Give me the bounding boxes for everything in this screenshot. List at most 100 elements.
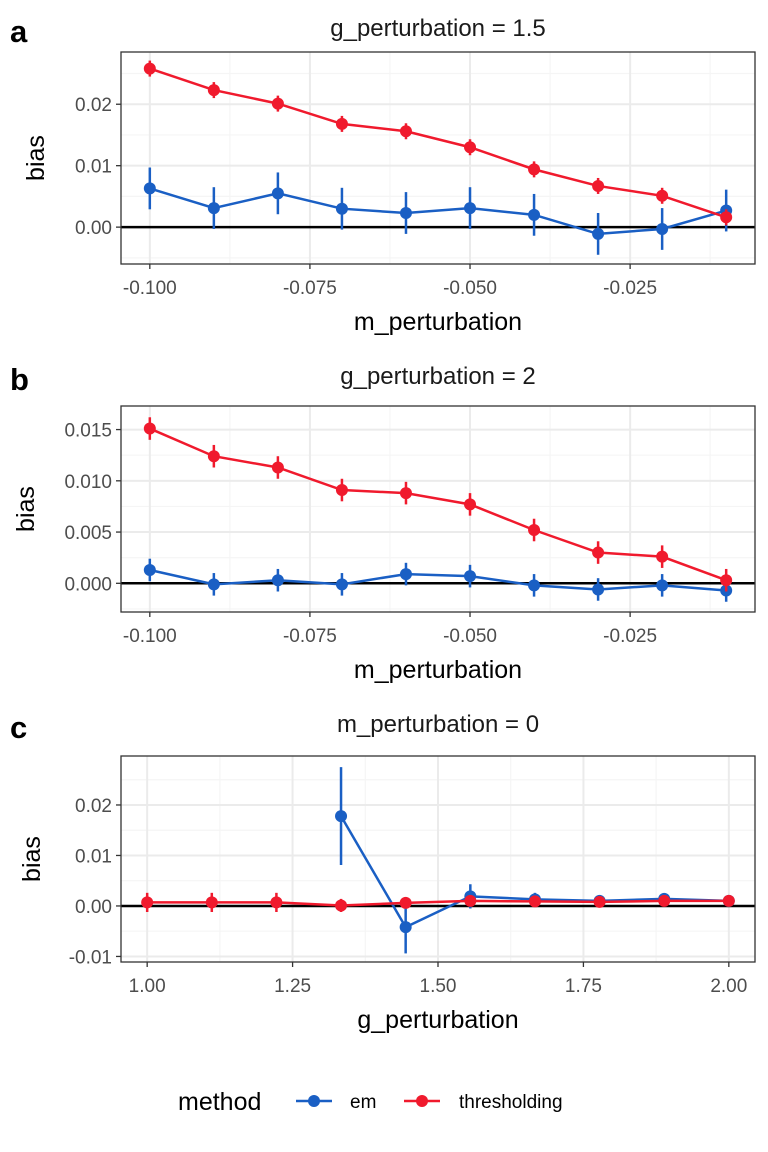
data-point-thresholding xyxy=(464,141,477,154)
x-tick-label: -0.075 xyxy=(283,626,337,647)
data-point-em xyxy=(335,578,348,591)
data-point-thresholding xyxy=(399,487,412,500)
x-axis-title: g_perturbation xyxy=(357,1006,518,1034)
data-point-thresholding xyxy=(335,484,348,497)
data-point-thresholding xyxy=(271,461,284,474)
data-point-thresholding xyxy=(271,97,284,110)
data-point-thresholding xyxy=(720,574,733,587)
plot-background xyxy=(121,52,755,264)
data-point-thresholding xyxy=(207,450,220,463)
data-point-thresholding xyxy=(205,896,218,909)
x-tick-label: -0.100 xyxy=(123,278,177,299)
plot-background xyxy=(121,406,755,612)
data-point-em xyxy=(528,208,541,221)
x-axis-title: m_perturbation xyxy=(354,308,522,336)
panel-tag: b xyxy=(10,362,29,397)
y-tick-label: 0.01 xyxy=(75,157,112,178)
x-tick-label: -0.025 xyxy=(603,278,657,299)
y-tick-label: 0.02 xyxy=(75,95,112,116)
x-tick-label: -0.075 xyxy=(283,278,337,299)
data-point-thresholding xyxy=(464,894,477,907)
legend-key-thresholding-point xyxy=(416,1095,428,1107)
series-line-em xyxy=(149,187,727,236)
y-tick-label: 0.000 xyxy=(64,574,112,595)
data-point-em xyxy=(207,578,220,591)
x-tick-label: 2.00 xyxy=(710,976,747,997)
data-point-thresholding xyxy=(270,896,283,909)
x-axis-title: m_perturbation xyxy=(354,656,522,684)
data-point-thresholding xyxy=(528,895,541,908)
panel-a: a g_perturbation = 1.5 -0.100 -0.075 -0.050 -… xyxy=(10,14,756,336)
y-tick-label: 0.02 xyxy=(75,796,112,817)
data-point-em xyxy=(464,202,477,215)
series-line-em xyxy=(149,568,727,592)
facet-title: g_perturbation = 2 xyxy=(340,363,535,390)
y-tick-label: -0.01 xyxy=(69,947,112,968)
series-em xyxy=(143,167,733,255)
data-point-thresholding xyxy=(528,163,541,176)
data-point-em xyxy=(399,568,412,581)
data-point-em xyxy=(271,574,284,587)
panel-border xyxy=(120,405,756,613)
data-point-em xyxy=(592,227,605,240)
facet-title: g_perturbation = 1.5 xyxy=(330,15,546,42)
x-tick-label: -0.050 xyxy=(443,626,497,647)
y-axis-title: bias xyxy=(18,836,46,882)
data-point-thresholding xyxy=(592,179,605,192)
facet-title: m_perturbation = 0 xyxy=(337,711,539,738)
data-point-em xyxy=(592,583,605,596)
data-point-em xyxy=(528,579,541,592)
data-point-thresholding xyxy=(335,117,348,130)
legend-label-thresholding: thresholding xyxy=(459,1092,563,1113)
y-tick-label: 0.015 xyxy=(64,421,112,442)
data-point-em xyxy=(464,570,477,583)
legend: method em thresholding xyxy=(178,1088,563,1116)
y-axis-title: bias xyxy=(22,135,50,181)
data-point-em xyxy=(335,810,348,823)
x-tick-label: -0.050 xyxy=(443,278,497,299)
data-point-thresholding xyxy=(593,895,606,908)
data-point-thresholding xyxy=(143,422,156,435)
x-tick-label: -0.025 xyxy=(603,626,657,647)
panel-c: c m_perturbation = 0 1.00 1.25 1.50 1.75 2.00 -… xyxy=(10,710,756,1034)
x-tick-label: 1.50 xyxy=(420,976,457,997)
data-point-thresholding xyxy=(335,899,348,912)
panel-tag: a xyxy=(10,14,28,49)
data-point-em xyxy=(207,202,220,215)
data-point-em xyxy=(143,182,156,195)
series-em xyxy=(143,558,733,602)
data-point-em xyxy=(656,222,669,235)
x-tick-label: -0.100 xyxy=(123,626,177,647)
data-point-thresholding xyxy=(399,125,412,138)
legend-key-em-point xyxy=(308,1095,320,1107)
data-point-thresholding xyxy=(207,84,220,97)
series-line-thresholding xyxy=(149,67,727,219)
data-point-thresholding xyxy=(399,896,412,909)
series-line-thresholding xyxy=(147,899,729,907)
legend-title: method xyxy=(178,1088,261,1116)
data-point-thresholding xyxy=(656,189,669,202)
y-tick-label: 0.01 xyxy=(75,846,112,867)
data-point-em xyxy=(335,202,348,215)
legend-label-em: em xyxy=(350,1092,376,1113)
x-tick-label: 1.00 xyxy=(129,976,166,997)
y-tick-label: 0.005 xyxy=(64,523,112,544)
panel-b: b g_perturbation = 2 -0.100 -0.075 -0.050 -0.… xyxy=(10,362,756,684)
data-point-thresholding xyxy=(464,498,477,511)
data-point-em xyxy=(399,921,412,934)
data-point-thresholding xyxy=(656,550,669,563)
data-point-thresholding xyxy=(528,524,541,537)
y-axis-title: bias xyxy=(12,486,40,532)
panel-tag: c xyxy=(10,710,27,745)
y-tick-label: 0.00 xyxy=(75,897,112,918)
data-point-thresholding xyxy=(141,896,154,909)
data-point-em xyxy=(271,187,284,200)
data-point-thresholding xyxy=(592,546,605,559)
series-line-thresholding xyxy=(149,427,727,582)
panels: a g_perturbation = 1.5 -0.100 -0.075 -0.050 -… xyxy=(10,14,756,1034)
series-thresholding xyxy=(143,60,733,226)
series-thresholding xyxy=(141,892,735,913)
x-tick-label: 1.75 xyxy=(565,976,602,997)
x-tick-label: 1.25 xyxy=(274,976,311,997)
data-point-thresholding xyxy=(658,894,671,907)
